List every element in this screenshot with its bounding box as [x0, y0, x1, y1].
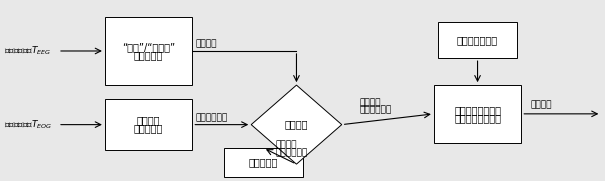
Text: 多类分类器: 多类分类器	[134, 124, 163, 134]
Text: 脑电特征矩阵$T_{EEG}$: 脑电特征矩阵$T_{EEG}$	[4, 45, 51, 57]
Text: 果转换为控制意图: 果转换为控制意图	[454, 113, 501, 123]
Text: 状态分类器: 状态分类器	[134, 50, 163, 60]
FancyBboxPatch shape	[434, 85, 522, 143]
Text: 运动想象: 运动想象	[360, 99, 381, 108]
Polygon shape	[251, 85, 342, 164]
Text: 控制意图: 控制意图	[531, 100, 552, 109]
FancyBboxPatch shape	[224, 148, 302, 177]
FancyBboxPatch shape	[438, 22, 517, 58]
Text: “控制”/“非控制”: “控制”/“非控制”	[122, 42, 175, 52]
FancyBboxPatch shape	[105, 100, 192, 150]
Text: 运动想象: 运动想象	[275, 141, 297, 150]
Text: 分类结果无效: 分类结果无效	[275, 148, 307, 157]
Text: 状态类别: 状态类别	[195, 39, 217, 48]
Text: 决策融合: 决策融合	[285, 120, 308, 130]
FancyBboxPatch shape	[105, 17, 192, 85]
Text: 运动想象: 运动想象	[137, 116, 160, 126]
Text: 将运动想象分类结: 将运动想象分类结	[454, 105, 501, 115]
Text: 约定的映射关系: 约定的映射关系	[457, 35, 498, 45]
Text: 运动想象类别: 运动想象类别	[195, 113, 227, 122]
Text: 无控制意图: 无控制意图	[249, 157, 278, 167]
Text: 分类结果有效: 分类结果有效	[360, 106, 392, 115]
Text: 眼电特征矩阵$T_{EOG}$: 眼电特征矩阵$T_{EOG}$	[4, 118, 52, 131]
